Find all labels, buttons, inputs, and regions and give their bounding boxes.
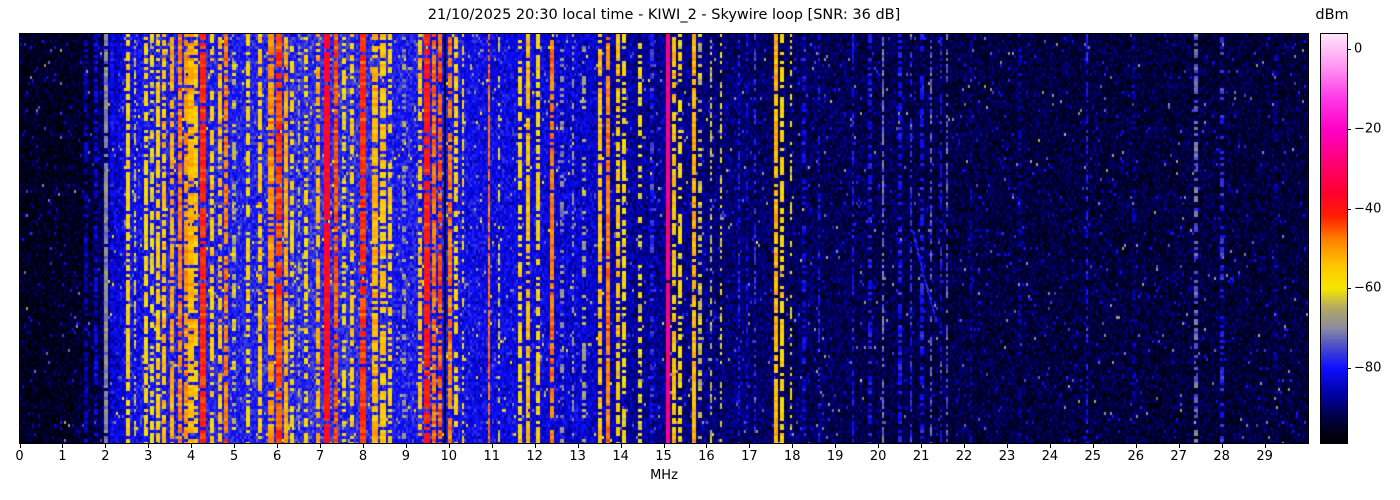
x-tick-mark (835, 444, 837, 448)
x-tick-mark (105, 444, 107, 448)
x-tick-label: 25 (1084, 449, 1102, 464)
x-tick-mark (191, 444, 193, 448)
x-tick-mark (234, 444, 236, 448)
x-tick-label: 28 (1213, 449, 1230, 464)
x-tick-label: 12 (526, 449, 543, 464)
x-tick-mark (577, 444, 579, 448)
waterfall-heatmap-canvas (20, 34, 1308, 443)
x-tick-mark (363, 444, 364, 448)
colorbar-tick-label: −40 (1354, 201, 1382, 217)
chart-title: 21/10/2025 20:30 local time - KIWI_2 - S… (427, 7, 901, 23)
x-tick-mark (706, 444, 708, 448)
x-tick-label: 17 (741, 449, 758, 464)
x-tick-mark (148, 444, 150, 448)
colorbar-tick-mark (1347, 368, 1351, 370)
colorbar-gradient-canvas (1321, 34, 1347, 443)
x-tick-mark (448, 444, 450, 448)
colorbar-tick-mark (1347, 128, 1351, 130)
x-tick-mark (1049, 444, 1051, 448)
x-tick-mark (534, 444, 536, 448)
x-tick-mark (620, 444, 622, 448)
x-tick-label: 0 (15, 449, 24, 464)
x-tick-label: 7 (315, 449, 325, 464)
x-tick-mark (62, 444, 64, 448)
x-tick-label: 8 (358, 449, 368, 464)
x-tick-label: 21 (912, 449, 930, 464)
colorbar-tick-label: −80 (1354, 360, 1382, 376)
x-tick-label: 3 (144, 449, 153, 464)
x-tick-mark (19, 444, 21, 448)
x-tick-label: 6 (272, 449, 282, 464)
x-tick-label: 27 (1170, 449, 1187, 464)
x-tick-mark (964, 444, 965, 448)
x-tick-label: 4 (187, 449, 196, 464)
x-tick-label: 15 (655, 449, 672, 464)
colorbar-tick-label: −60 (1354, 280, 1382, 296)
x-tick-label: 9 (401, 449, 411, 464)
x-tick-mark (405, 444, 407, 448)
colorbar-tick-label: −20 (1354, 121, 1382, 137)
x-tick-mark (878, 444, 880, 448)
colorbar-tick-mark (1347, 49, 1351, 50)
x-tick-mark (1092, 444, 1094, 448)
x-tick-label: 2 (101, 449, 110, 464)
colorbar-tick-mark (1347, 288, 1351, 290)
x-tick-label: 29 (1256, 449, 1273, 464)
x-tick-label: 22 (955, 449, 973, 464)
x-tick-label: 23 (998, 449, 1016, 464)
x-tick-label: 20 (869, 449, 887, 464)
colorbar-unit-label: dBm (1315, 7, 1349, 23)
x-tick-mark (1264, 444, 1266, 448)
x-tick-label: 14 (612, 449, 629, 464)
colorbar-tick-mark (1347, 208, 1351, 210)
x-tick-label: 13 (569, 449, 586, 464)
colorbar (1320, 33, 1348, 444)
x-tick-mark (1007, 444, 1008, 448)
x-tick-mark (1135, 444, 1137, 448)
x-tick-mark (792, 444, 794, 448)
x-tick-mark (491, 444, 493, 448)
x-tick-label: 19 (826, 449, 844, 464)
x-tick-label: 5 (230, 449, 239, 464)
x-tick-mark (320, 444, 321, 448)
x-tick-label: 1 (58, 449, 67, 464)
colorbar-tick-label: 0 (1354, 41, 1363, 57)
waterfall-plot-area (19, 33, 1309, 444)
x-tick-label: 10 (440, 449, 458, 464)
x-tick-label: 18 (784, 449, 801, 464)
x-tick-mark (1221, 444, 1223, 448)
x-tick-label: 16 (698, 449, 715, 464)
x-tick-mark (921, 444, 923, 448)
x-tick-label: 11 (483, 449, 501, 464)
x-tick-label: 26 (1127, 449, 1145, 464)
x-tick-mark (277, 444, 279, 448)
x-tick-mark (1178, 444, 1180, 448)
x-tick-label: 24 (1041, 449, 1059, 464)
x-tick-mark (749, 444, 751, 448)
x-axis-label: MHz (650, 468, 678, 483)
x-tick-mark (663, 444, 665, 448)
